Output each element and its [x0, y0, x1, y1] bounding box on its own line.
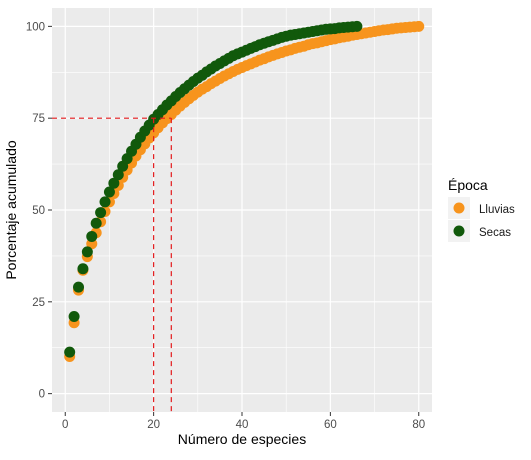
point-secas [73, 281, 85, 293]
y-tick-label: 50 [32, 205, 45, 217]
y-axis-title: Porcentaje acumulado [3, 140, 19, 280]
y-tick-label: 75 [32, 113, 45, 125]
x-axis: 0 20 40 60 80 [62, 412, 425, 431]
point-secas [77, 263, 89, 275]
x-tick-label: 40 [236, 419, 249, 431]
point-secas [103, 186, 115, 198]
x-tick-label: 60 [324, 419, 337, 431]
y-axis: 0 25 50 75 100 [26, 21, 52, 401]
point-lluvias [413, 20, 425, 32]
x-tick-label: 80 [412, 419, 425, 431]
point-secas [95, 207, 107, 219]
x-tick-label: 20 [147, 419, 160, 431]
point-secas [108, 177, 120, 189]
reference-lines [52, 117, 172, 412]
y-tick-label: 25 [32, 297, 45, 309]
series-secas-points [64, 20, 363, 358]
legend: Época Lluvias Secas [448, 177, 515, 242]
legend-label-lluvias: Lluvias [479, 204, 515, 216]
legend-label-secas: Secas [479, 227, 511, 239]
y-tick-label: 0 [39, 389, 45, 401]
legend-key-lluvias [453, 202, 465, 214]
point-secas [68, 311, 80, 323]
point-secas [112, 169, 124, 181]
point-secas [90, 217, 102, 229]
legend-title: Época [448, 177, 488, 193]
point-secas [86, 230, 98, 242]
legend-key-secas [453, 225, 465, 237]
point-secas [351, 20, 363, 32]
x-tick-label: 0 [62, 419, 68, 431]
point-secas [99, 196, 111, 208]
point-secas [64, 346, 76, 358]
x-axis-title: Número de especies [178, 431, 306, 447]
point-secas [81, 246, 93, 258]
y-tick-label: 100 [26, 21, 45, 33]
